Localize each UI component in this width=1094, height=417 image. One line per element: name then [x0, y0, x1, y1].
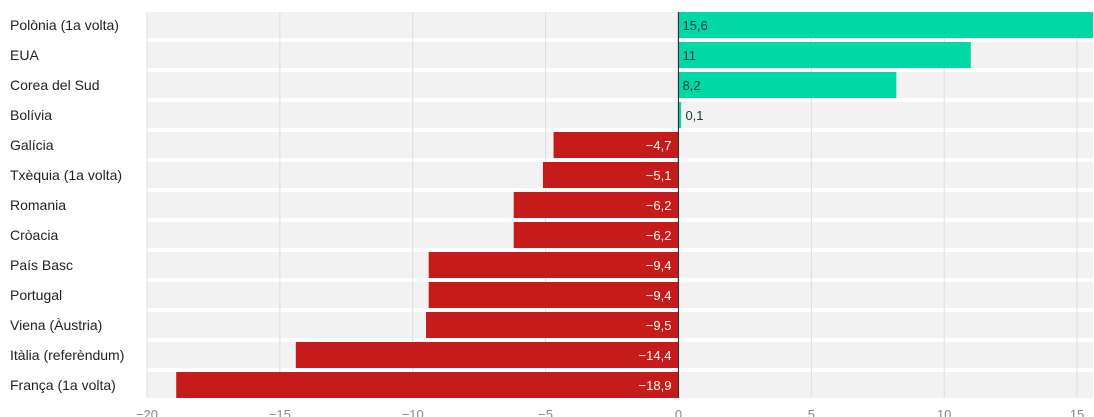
row-background [147, 72, 1093, 98]
category-label: Polònia (1a volta) [10, 17, 119, 33]
value-label: −4,7 [646, 138, 672, 153]
bar [428, 282, 679, 308]
category-label: Bolívia [10, 107, 52, 123]
value-label: −9,4 [646, 288, 672, 303]
x-tick-label: −20 [136, 407, 158, 417]
bar [295, 342, 679, 368]
x-tick-label: −10 [402, 407, 424, 417]
bar [513, 222, 679, 248]
category-label: Galícia [10, 137, 54, 153]
x-tick-label: 15 [1070, 407, 1084, 417]
category-label: Romania [10, 197, 66, 213]
value-label: −6,2 [646, 198, 672, 213]
bar [176, 372, 679, 398]
value-labels: 15,6 11 8,2 0,1 −4,7 −5,1 −6,2 −6,2 −9,4 −9,4 −9,5… [639, 18, 708, 393]
category-label: Txèquia (1a volta) [10, 167, 122, 183]
x-tick-label: 5 [808, 407, 815, 417]
category-label: Itàlia (referèndum) [10, 347, 124, 363]
bar [542, 162, 679, 188]
value-label: −9,5 [646, 318, 672, 333]
bar [428, 252, 679, 278]
x-tick-label: −5 [538, 407, 553, 417]
value-label: −18,9 [639, 378, 672, 393]
x-tick-label: 0 [675, 407, 682, 417]
bar [678, 102, 682, 128]
category-labels: Polònia (1a volta) EUA Corea del Sud Bolívi… [10, 17, 124, 393]
value-label: 11 [682, 48, 696, 63]
bars [176, 12, 1093, 398]
category-label: Corea del Sud [10, 77, 100, 93]
bar [678, 12, 1093, 38]
category-label: Cròacia [10, 227, 58, 243]
bar [553, 132, 679, 158]
value-label: −6,2 [646, 228, 672, 243]
bar [678, 42, 971, 68]
category-label: País Basc [10, 257, 73, 273]
category-label: França (1a volta) [10, 377, 116, 393]
value-label: −14,4 [639, 348, 672, 363]
x-tick-label: 10 [937, 407, 951, 417]
gridlines [146, 12, 1078, 398]
bar [513, 192, 679, 218]
category-label: Viena (Àustria) [10, 317, 102, 333]
x-tick-label: −15 [269, 407, 291, 417]
bar [678, 72, 897, 98]
value-label: 15,6 [682, 18, 707, 33]
value-label: 8,2 [682, 78, 700, 93]
value-label: −5,1 [646, 168, 672, 183]
category-label: EUA [10, 47, 39, 63]
category-label: Portugal [10, 287, 62, 303]
value-label: 0,1 [685, 108, 703, 123]
row-background [147, 102, 1093, 128]
x-tick-labels: −20 −15 −10 −5 0 5 10 15 [136, 407, 1084, 417]
bar [426, 312, 679, 338]
value-label: −9,4 [646, 258, 672, 273]
